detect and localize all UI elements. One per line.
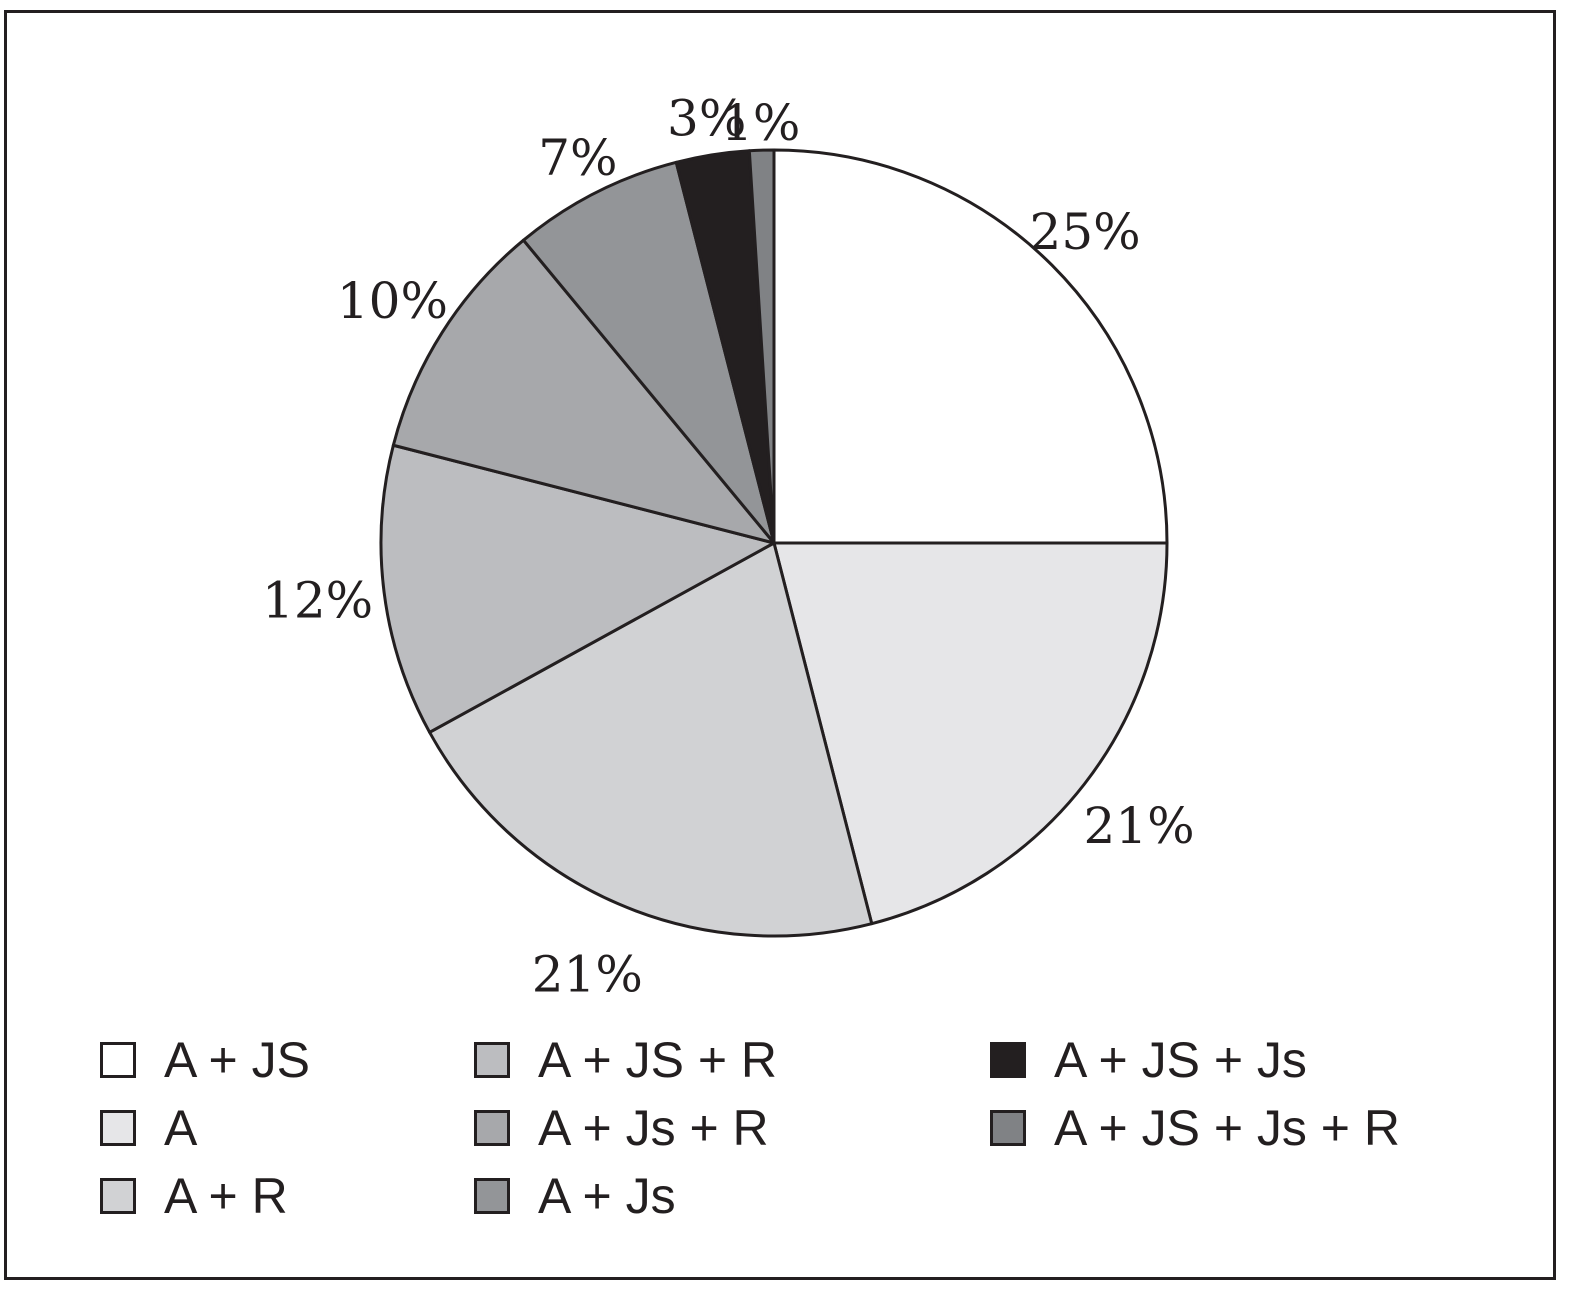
slice-value-label: 12% bbox=[262, 572, 373, 630]
legend-swatch bbox=[100, 1178, 136, 1214]
slice-value-label: 3% bbox=[667, 89, 746, 147]
legend-swatch bbox=[474, 1110, 510, 1146]
legend-label: A + JS + Js + R bbox=[1054, 1100, 1400, 1156]
legend-item: A bbox=[100, 1100, 197, 1156]
legend-label: A + JS + Js bbox=[1054, 1032, 1307, 1088]
legend-item: A + JS + Js + R bbox=[990, 1100, 1400, 1156]
slice-value-label: 1% bbox=[721, 94, 800, 152]
legend-swatch bbox=[474, 1178, 510, 1214]
legend-label: A + R bbox=[164, 1168, 288, 1224]
legend-label: A + Js + R bbox=[538, 1100, 769, 1156]
legend-item: A + JS + Js bbox=[990, 1032, 1307, 1088]
legend-label: A + JS + R bbox=[538, 1032, 778, 1088]
pie-slice bbox=[428, 541, 874, 938]
legend-item: A + JS bbox=[100, 1032, 310, 1088]
pie-slice bbox=[772, 541, 1169, 926]
legend-swatch bbox=[990, 1110, 1026, 1146]
pie-slice bbox=[379, 443, 776, 734]
legend-item: A + Js bbox=[474, 1168, 676, 1224]
legend-item: A + R bbox=[100, 1168, 288, 1224]
slice-value-label: 25% bbox=[1030, 203, 1141, 261]
pie-slice bbox=[391, 238, 776, 545]
legend-label: A bbox=[164, 1100, 198, 1156]
legend-swatch bbox=[990, 1042, 1026, 1078]
pie-slice bbox=[747, 148, 776, 545]
slice-value-label: 21% bbox=[1084, 797, 1195, 855]
legend-label: A + Js bbox=[538, 1168, 676, 1224]
legend-swatch bbox=[474, 1042, 510, 1078]
slice-value-label: 10% bbox=[337, 272, 448, 330]
legend-swatch bbox=[100, 1110, 136, 1146]
legend-item: A + JS + R bbox=[474, 1032, 777, 1088]
slice-value-label: 21% bbox=[532, 945, 643, 1003]
pie-slice bbox=[772, 148, 1169, 545]
legend-label: A + JS bbox=[164, 1032, 310, 1088]
slice-value-label: 7% bbox=[538, 129, 617, 187]
legend-item: A + Js + R bbox=[474, 1100, 769, 1156]
legend-swatch bbox=[100, 1042, 136, 1078]
pie-slice bbox=[521, 160, 776, 545]
